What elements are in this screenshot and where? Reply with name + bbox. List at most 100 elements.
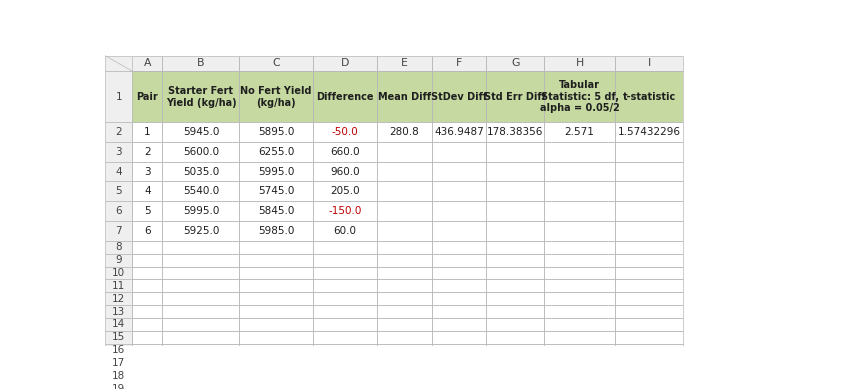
Text: E: E [401,58,408,68]
Bar [240,71,313,122]
Text: 5: 5 [115,186,122,196]
Bar [162,318,240,331]
Bar [105,344,133,357]
Bar [162,56,240,71]
Bar [240,142,313,162]
Bar [133,221,162,241]
Bar [162,382,240,389]
Bar [486,318,544,331]
Bar [313,382,377,389]
Bar [133,142,162,162]
Bar [615,71,683,122]
Bar [486,344,544,357]
Text: t-statistic: t-statistic [622,92,675,102]
Bar [162,266,240,279]
Bar [544,71,615,122]
Bar [240,370,313,382]
Bar [615,318,683,331]
Bar [240,254,313,266]
Bar [544,266,615,279]
Bar [544,357,615,370]
Bar [615,331,683,344]
Bar [431,266,486,279]
Bar [105,56,133,71]
Bar [431,201,486,221]
Bar [431,279,486,292]
Bar [544,241,615,254]
Bar [486,182,544,201]
Bar [486,71,544,122]
Text: -50.0: -50.0 [331,127,358,137]
Bar [377,142,431,162]
Bar [544,142,615,162]
Text: Std Err Diff: Std Err Diff [484,92,547,102]
Bar [377,71,431,122]
Bar [431,162,486,182]
Bar [240,331,313,344]
Bar [615,382,683,389]
Bar [105,254,133,266]
Text: 3: 3 [115,147,122,157]
Text: 10: 10 [112,268,125,278]
Bar [313,279,377,292]
Bar [544,305,615,318]
Bar [162,241,240,254]
Bar [105,142,133,162]
Bar [105,201,133,221]
Text: 16: 16 [112,345,125,355]
Bar [105,182,133,201]
Text: A: A [144,58,151,68]
Bar [133,71,162,122]
Text: Pair: Pair [136,92,158,102]
Bar [486,279,544,292]
Bar [486,241,544,254]
Text: 2: 2 [144,147,151,157]
Bar [486,221,544,241]
Bar [377,201,431,221]
Text: 19: 19 [112,384,125,389]
Bar [486,266,544,279]
Bar [544,254,615,266]
Bar [615,266,683,279]
Bar [313,254,377,266]
Bar [133,162,162,182]
Bar [313,318,377,331]
Bar [615,142,683,162]
Text: 660.0: 660.0 [331,147,360,157]
Text: 11: 11 [112,281,125,291]
Bar [377,382,431,389]
Bar [615,56,683,71]
Bar [544,56,615,71]
Bar [133,331,162,344]
Bar [240,241,313,254]
Bar [431,370,486,382]
Bar [377,266,431,279]
Bar [162,370,240,382]
Bar [162,331,240,344]
Bar [544,331,615,344]
Bar [544,344,615,357]
Bar [544,122,615,142]
Bar [544,318,615,331]
Bar [240,305,313,318]
Text: B: B [197,58,204,68]
Bar [240,292,313,305]
Bar [615,241,683,254]
Bar [162,344,240,357]
Bar [313,162,377,182]
Bar [105,162,133,182]
Bar [162,279,240,292]
Bar [133,357,162,370]
Bar [486,56,544,71]
Text: C: C [272,58,280,68]
Bar [133,279,162,292]
Bar [486,56,544,71]
Bar [615,344,683,357]
Bar [377,162,431,182]
Bar [377,221,431,241]
Bar [162,71,240,122]
Bar [431,56,486,71]
Bar [486,142,544,162]
Bar [313,71,377,122]
Text: 5985.0: 5985.0 [258,226,294,236]
